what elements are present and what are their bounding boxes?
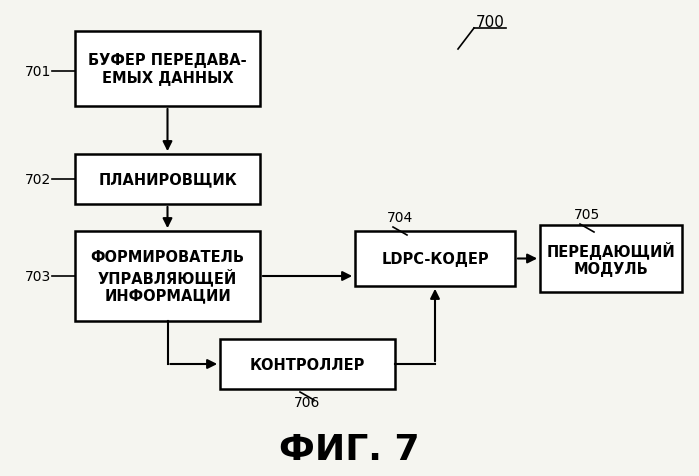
Bar (355, 231, 515, 287)
Text: 700: 700 (475, 14, 505, 30)
Text: ПЛАНИРОВЩИК: ПЛАНИРОВЩИК (98, 172, 237, 187)
Text: 702: 702 (25, 173, 51, 187)
Bar (75, 32, 260, 107)
Bar (75, 155, 260, 205)
Bar (220, 339, 395, 389)
Text: КОНТРОЛЛЕР: КОНТРОЛЛЕР (250, 357, 365, 372)
Text: 703: 703 (25, 269, 51, 283)
Bar (540, 226, 682, 292)
Text: LDPC-КОДЕР: LDPC-КОДЕР (381, 251, 489, 267)
Text: 706: 706 (294, 395, 320, 409)
Text: 705: 705 (574, 208, 600, 221)
Text: ФОРМИРОВАТЕЛЬ
УПРАВЛЯЮЩЕЙ
ИНФОРМАЦИИ: ФОРМИРОВАТЕЛЬ УПРАВЛЯЮЩЕЙ ИНФОРМАЦИИ (90, 250, 245, 303)
Text: 701: 701 (24, 65, 51, 79)
Text: БУФЕР ПЕРЕДАВА-
ЕМЫХ ДАННЫХ: БУФЕР ПЕРЕДАВА- ЕМЫХ ДАННЫХ (88, 53, 247, 86)
Text: 704: 704 (387, 210, 413, 225)
Bar (75, 231, 260, 321)
Text: ПЕРЕДАЮЩИЙ
МОДУЛЬ: ПЕРЕДАЮЩИЙ МОДУЛЬ (547, 241, 675, 277)
Text: ФИГ. 7: ФИГ. 7 (279, 432, 420, 466)
